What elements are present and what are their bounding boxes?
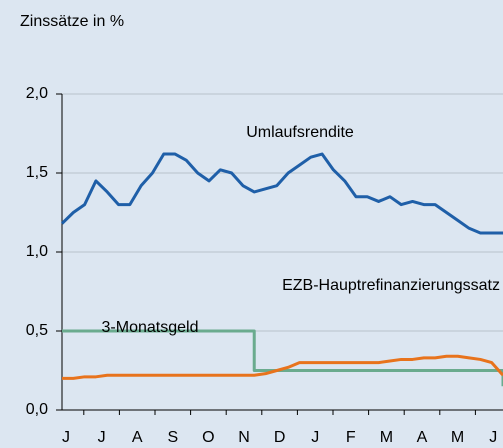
series-label: EZB-Hauptrefinanzierungssatz	[282, 277, 500, 294]
y-tick-label: 2,0	[26, 85, 48, 102]
series-label: 3-Monatsgeld	[102, 319, 199, 336]
line-series	[62, 329, 503, 387]
chart-subtitle: Zinssätze in %	[20, 13, 124, 30]
x-tick-label: A	[132, 429, 143, 446]
x-tick-label: D	[274, 429, 286, 446]
x-tick-label: M	[380, 429, 393, 446]
y-tick-label: 0,0	[26, 401, 48, 418]
x-tick-label: J	[311, 429, 319, 446]
line-series	[60, 152, 503, 235]
x-tick-label: J	[62, 429, 70, 446]
x-tick-label: J	[98, 429, 106, 446]
series-label: Umlaufsrendite	[246, 124, 354, 141]
y-tick-label: 1,5	[26, 164, 48, 181]
y-tick-label: 1,0	[26, 243, 48, 260]
x-tick-label: M	[451, 429, 464, 446]
x-tick-label: O	[202, 429, 214, 446]
x-tick-label: N	[238, 429, 250, 446]
x-tick-label: F	[346, 429, 356, 446]
y-tick-label: 0,5	[26, 322, 48, 339]
x-tick-label: A	[417, 429, 428, 446]
x-tick-label: S	[167, 429, 178, 446]
line-series	[62, 354, 503, 380]
x-tick-label: J	[489, 429, 497, 446]
